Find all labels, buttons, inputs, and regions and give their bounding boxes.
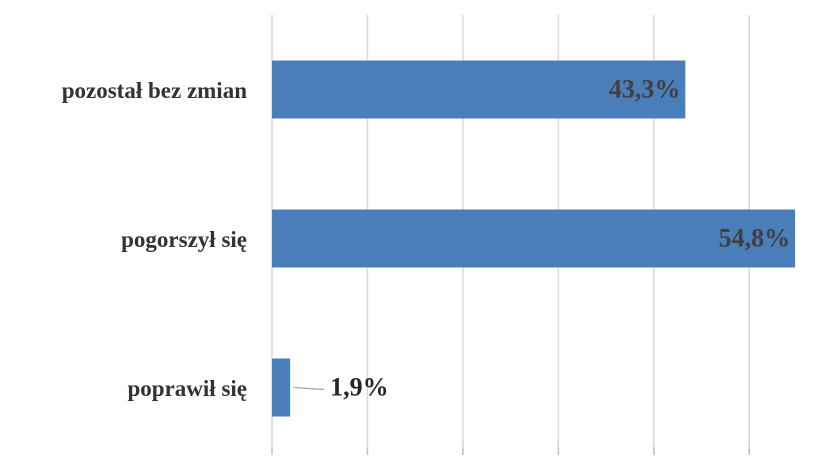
data-label: 54,8% — [719, 223, 791, 252]
leader-line — [294, 386, 325, 391]
y-tick-label: poprawił się — [128, 376, 247, 401]
bar — [272, 60, 686, 119]
data-label: 43,3% — [609, 74, 681, 103]
y-tick-label: pozostał bez zmian — [62, 78, 247, 103]
y-tick-label: pogorszył się — [121, 227, 247, 252]
bar — [272, 358, 291, 417]
bar — [272, 209, 796, 268]
data-label: 1,9% — [330, 372, 389, 401]
